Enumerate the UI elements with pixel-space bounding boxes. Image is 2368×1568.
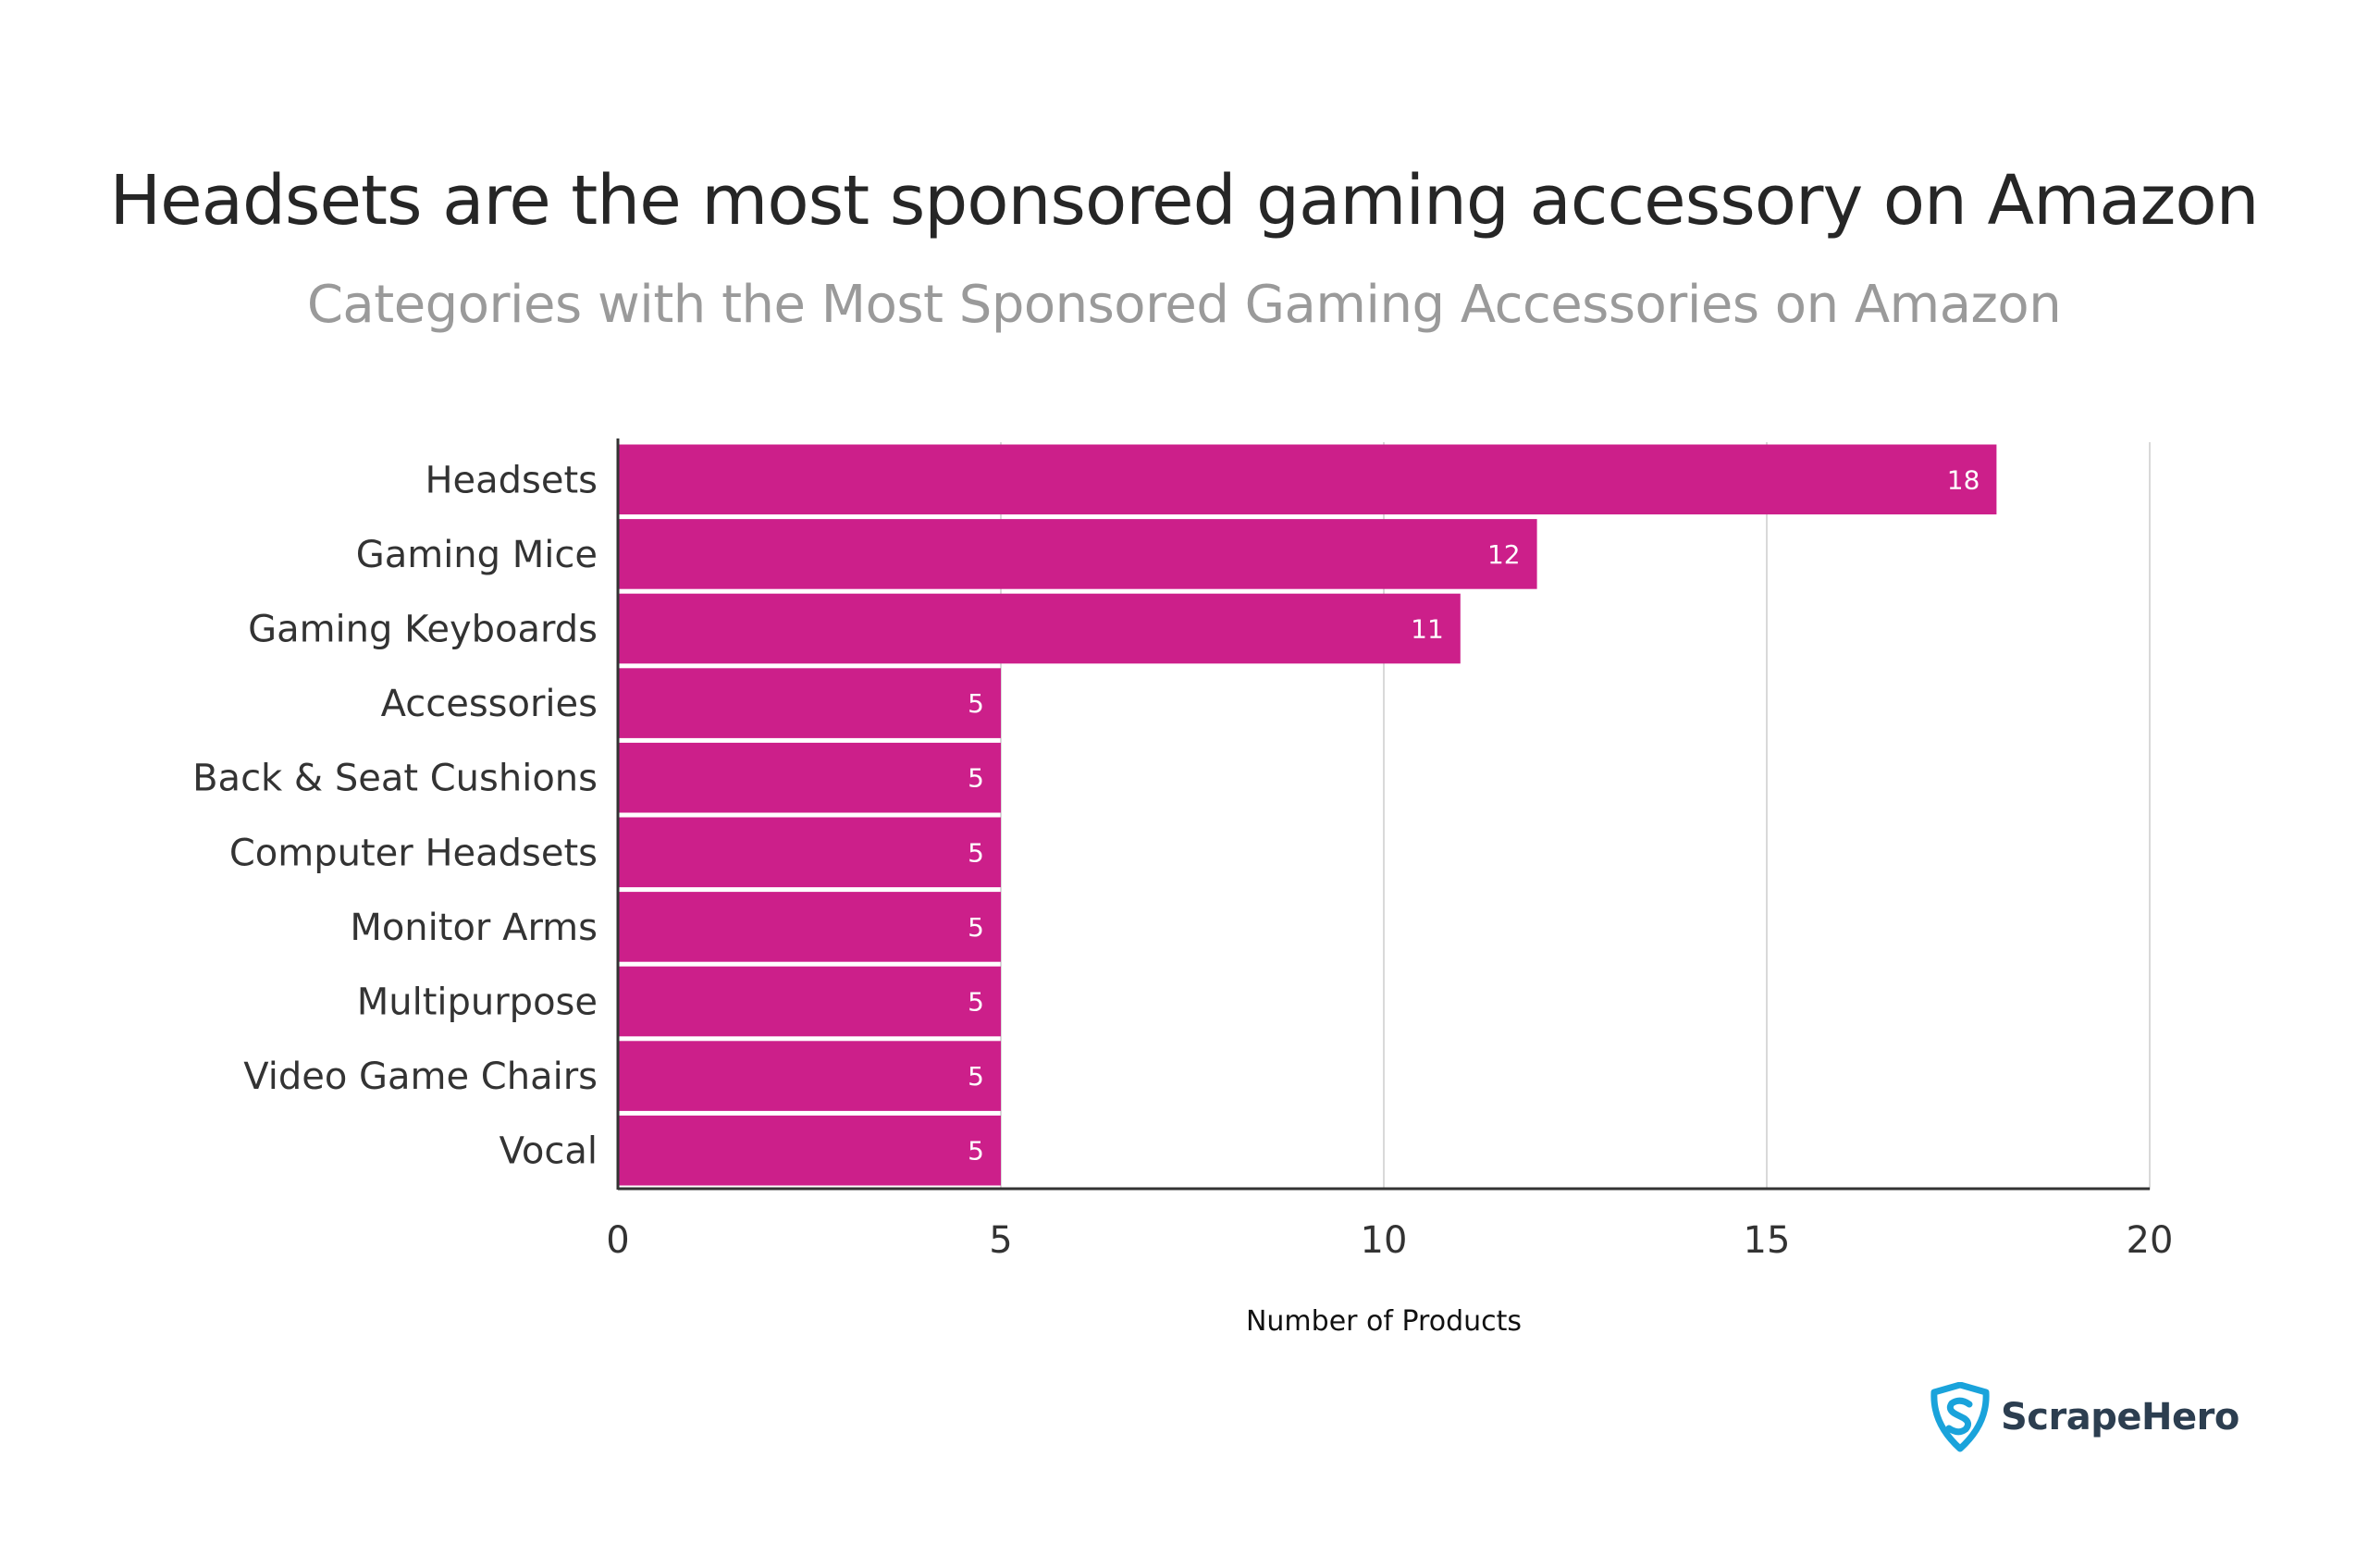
x-tick-label: 10	[1361, 1219, 1408, 1262]
category-label: Multipurpose	[357, 982, 598, 1024]
data-label: 18	[1947, 464, 1980, 495]
category-label: Video Game Chairs	[243, 1056, 598, 1098]
category-label: Headsets	[425, 459, 598, 501]
bar	[618, 444, 1997, 515]
data-label: 5	[968, 912, 984, 943]
bar	[618, 892, 1001, 962]
category-label: Back & Seat Cushions	[192, 758, 598, 800]
data-label: 5	[968, 688, 984, 719]
bar	[618, 519, 1537, 589]
logo-text: ScrapeHero	[2001, 1396, 2239, 1438]
bar	[618, 817, 1001, 888]
bar	[618, 1041, 1001, 1111]
category-label: Monitor Arms	[350, 907, 598, 949]
x-tick-label: 0	[606, 1219, 629, 1262]
category-label: Accessories	[381, 683, 598, 725]
shield-s-icon	[1930, 1382, 1990, 1452]
category-label: Computer Headsets	[229, 832, 598, 874]
scrapehero-logo: ScrapeHero	[1929, 1378, 2239, 1456]
data-label: 5	[968, 987, 984, 1018]
chart-title: Headsets are the most sponsored gaming a…	[109, 161, 2259, 241]
bar	[618, 966, 1001, 1037]
data-label: 5	[968, 837, 984, 868]
bar	[618, 668, 1001, 738]
category-label: Vocal	[500, 1130, 598, 1173]
data-label: 11	[1411, 614, 1444, 645]
data-label: 5	[968, 763, 984, 794]
x-axis-label: Number of Products	[1246, 1305, 1522, 1338]
category-label: Gaming Keyboards	[248, 609, 598, 651]
chart-subtitle: Categories with the Most Sponsored Gamin…	[306, 275, 2062, 335]
data-label: 5	[968, 1136, 984, 1167]
bar	[618, 1115, 1001, 1186]
bar	[618, 593, 1461, 664]
data-label: 5	[968, 1061, 984, 1092]
x-tick-label: 15	[1744, 1219, 1791, 1262]
data-label: 12	[1487, 539, 1521, 570]
x-tick-label: 5	[989, 1219, 1012, 1262]
x-tick-label: 20	[2127, 1219, 2174, 1262]
bar	[618, 742, 1001, 813]
category-label: Gaming Mice	[356, 534, 598, 576]
